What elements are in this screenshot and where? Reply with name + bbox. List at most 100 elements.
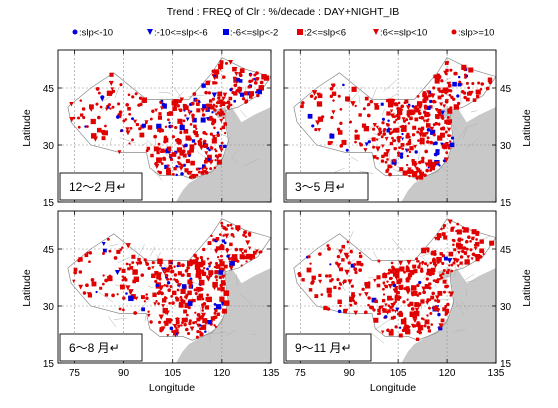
- station-marker: [192, 259, 199, 265]
- station-marker: [107, 103, 111, 107]
- station-marker: [476, 230, 480, 234]
- station-marker: [169, 285, 173, 289]
- station-marker: [157, 147, 162, 152]
- station-marker: [91, 281, 97, 287]
- station-marker: [187, 150, 192, 155]
- station-marker: [224, 233, 230, 239]
- station-marker: [318, 273, 322, 277]
- station-marker: [440, 142, 444, 146]
- station-marker: [206, 103, 213, 110]
- station-marker: [179, 131, 183, 135]
- station-marker: [104, 293, 109, 297]
- station-marker: [85, 125, 89, 128]
- station-marker: [171, 329, 175, 334]
- station-marker: [309, 262, 312, 265]
- station-marker: [347, 279, 353, 285]
- station-marker: [308, 288, 313, 292]
- station-marker: [358, 254, 363, 259]
- station-marker: [436, 151, 440, 156]
- station-marker: [443, 235, 448, 240]
- station-marker: [464, 259, 470, 265]
- station-marker: [391, 136, 394, 140]
- station-marker: [228, 96, 233, 101]
- station-marker: [382, 132, 387, 136]
- station-marker: [415, 257, 419, 261]
- station-marker: [99, 129, 106, 136]
- station-marker: [185, 293, 190, 298]
- station-marker: [387, 102, 394, 108]
- station-marker: [430, 161, 436, 167]
- station-marker: [201, 309, 205, 312]
- station-marker: [401, 137, 405, 141]
- station-marker: [207, 157, 211, 161]
- station-marker: [229, 88, 233, 92]
- station-marker: [116, 249, 121, 254]
- station-marker: [439, 127, 444, 131]
- station-marker: [162, 298, 167, 303]
- station-marker: [363, 310, 368, 315]
- station-marker: [424, 149, 429, 154]
- station-marker: [367, 102, 371, 107]
- station-marker: [170, 124, 174, 128]
- station-marker: [345, 96, 351, 102]
- station-marker: [403, 101, 407, 105]
- station-marker: [160, 285, 165, 290]
- station-marker: [422, 132, 427, 137]
- station-marker: [238, 79, 243, 83]
- season-label-box: [59, 172, 143, 201]
- station-marker: [207, 262, 212, 268]
- station-marker: [389, 109, 394, 113]
- station-marker: [398, 333, 403, 338]
- station-marker: [326, 244, 330, 248]
- y-tick-label: 15: [43, 359, 55, 370]
- station-marker: [307, 113, 313, 119]
- station-marker: [217, 91, 223, 97]
- station-marker: [341, 139, 347, 145]
- station-marker: [386, 168, 390, 172]
- station-marker: [384, 303, 388, 307]
- station-marker: [405, 286, 410, 290]
- station-marker: [452, 238, 456, 243]
- station-marker: [426, 325, 431, 330]
- station-marker: [405, 118, 409, 122]
- y-tick-label: 15: [500, 359, 512, 370]
- station-marker: [433, 236, 438, 241]
- station-marker: [107, 275, 113, 282]
- station-marker: [242, 233, 246, 237]
- station-marker: [195, 264, 201, 270]
- station-marker: [166, 164, 170, 167]
- station-marker: [479, 248, 484, 254]
- station-marker: [179, 97, 184, 102]
- station-marker: [255, 71, 259, 75]
- station-marker: [329, 86, 334, 91]
- map-panels: 15 30 45 12～2 月↵ 15 30 45 3～5 月↵ 15 30 45 75 90 105 12…: [43, 49, 512, 379]
- station-marker: [78, 284, 84, 290]
- station-marker: [203, 139, 207, 144]
- station-marker: [394, 300, 398, 303]
- station-marker: [406, 154, 409, 158]
- y-axis-label-bottom-right: Latitude: [521, 269, 533, 307]
- station-marker: [195, 173, 199, 177]
- station-marker: [436, 149, 441, 154]
- station-marker: [377, 132, 381, 136]
- station-marker: [415, 337, 420, 341]
- station-marker: [443, 157, 449, 163]
- station-marker: [99, 286, 103, 290]
- station-marker: [364, 292, 369, 297]
- station-marker: [345, 148, 349, 152]
- station-marker: [372, 145, 376, 149]
- station-marker: [137, 103, 141, 107]
- station-marker: [388, 330, 394, 336]
- station-marker: [72, 279, 76, 284]
- station-marker: [161, 103, 167, 109]
- station-marker: [377, 308, 381, 313]
- station-marker: [198, 276, 202, 280]
- station-marker: [133, 276, 140, 282]
- station-marker: [163, 271, 167, 275]
- station-marker: [164, 125, 168, 129]
- legend-marker-5: [373, 29, 379, 35]
- station-marker: [189, 290, 192, 294]
- station-marker: [208, 99, 213, 103]
- station-marker: [179, 124, 185, 131]
- station-marker: [185, 159, 190, 164]
